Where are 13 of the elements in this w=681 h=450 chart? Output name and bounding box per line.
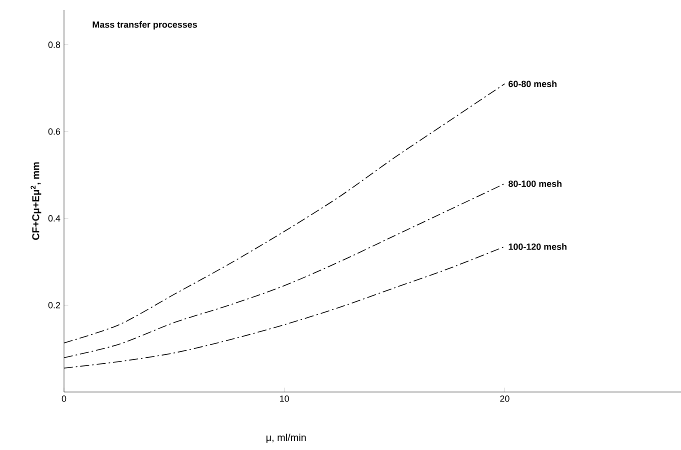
x-tick-label: 0 bbox=[62, 396, 66, 402]
x-tick-label: 10 bbox=[280, 396, 289, 402]
x-tick-label: 20 bbox=[500, 396, 510, 402]
text: Mass transfer processes bbox=[92, 21, 197, 30]
series-label: 60-80 mesh bbox=[508, 80, 557, 88]
series-label: 80-100 mesh bbox=[508, 180, 562, 187]
series-label: 100-120 mesh bbox=[508, 243, 566, 250]
y-tick-label: 0.2 bbox=[48, 302, 60, 308]
y-axis-title: CF+Cμ+Eμ$^{2}$, mm bbox=[30, 162, 42, 240]
x-axis-title: μ, ml/min bbox=[266, 434, 306, 443]
y-tick-label: 0.8 bbox=[48, 42, 60, 48]
y-tick-label: 0.4 bbox=[48, 215, 60, 222]
y-tick-label: 0.6 bbox=[48, 128, 60, 135]
